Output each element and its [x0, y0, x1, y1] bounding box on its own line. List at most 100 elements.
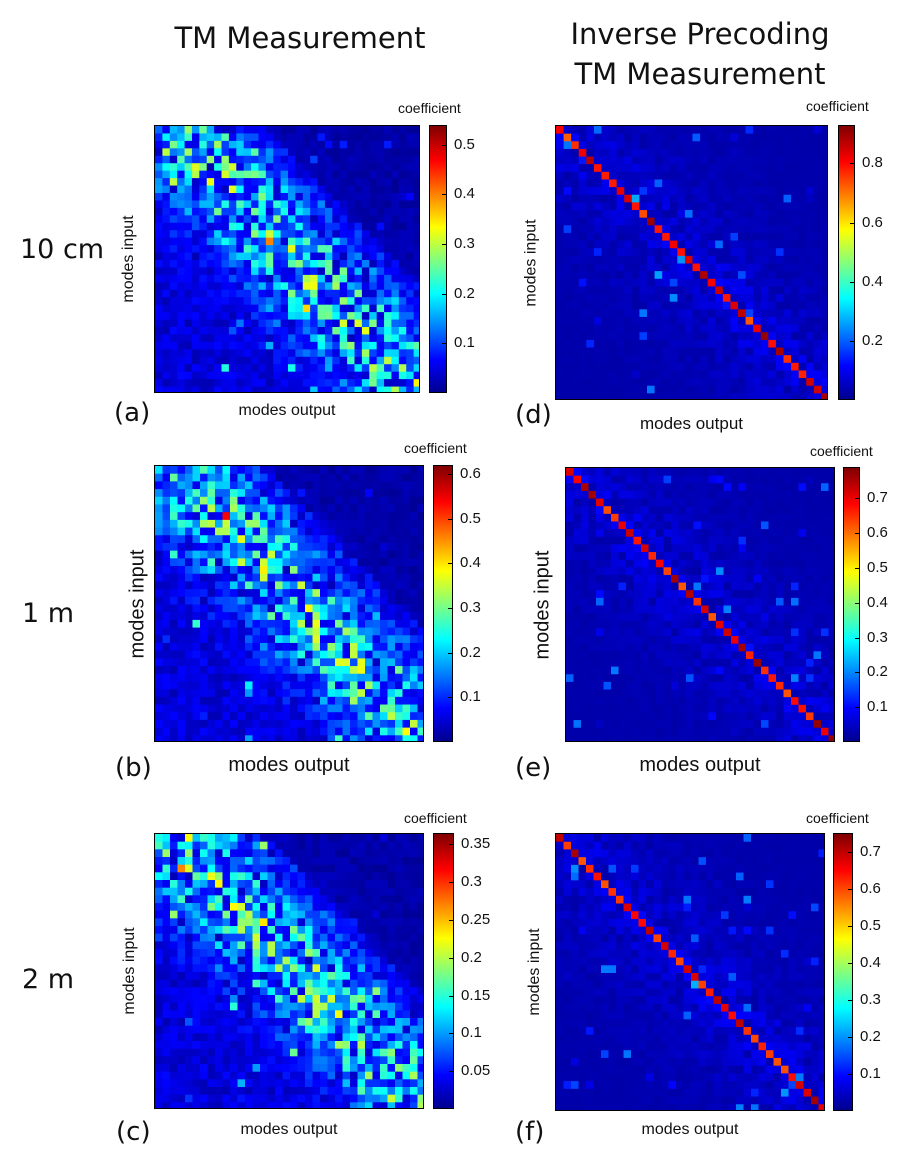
heatmap-cell: [715, 240, 724, 249]
heatmap-cell: [324, 274, 333, 283]
heatmap-cell: [410, 496, 419, 506]
heatmap-cell: [237, 573, 246, 583]
heatmap-cell: [369, 140, 378, 149]
heatmap-cell: [185, 727, 194, 736]
heatmap-cell: [578, 248, 587, 257]
heatmap-cell: [821, 324, 827, 333]
heatmap-cell: [297, 635, 306, 644]
heatmap-cell: [731, 544, 740, 553]
heatmap-cell: [573, 590, 582, 599]
heatmap-cell: [169, 148, 178, 157]
heatmap-cell: [678, 605, 687, 614]
heatmap-cell: [185, 481, 194, 490]
heatmap-cell: [791, 567, 800, 576]
heatmap-cell: [162, 704, 171, 713]
heatmap-cell: [761, 483, 770, 492]
heatmap-cell: [791, 194, 800, 203]
heatmap-cell: [624, 225, 633, 234]
heatmap-cell: [275, 658, 284, 667]
heatmap-cell: [406, 334, 415, 343]
heatmap-cell: [586, 255, 595, 265]
heatmap-cell: [222, 719, 231, 729]
heatmap-cell: [191, 364, 200, 373]
heatmap-cell: [361, 170, 370, 179]
heatmap-cell: [221, 215, 230, 224]
heatmap-cell: [206, 230, 215, 239]
heatmap-cell: [357, 681, 366, 690]
heatmap-cell: [791, 339, 800, 349]
heatmap-cell: [656, 552, 665, 561]
heatmap-cell: [357, 719, 366, 729]
heatmap-cell: [199, 274, 208, 283]
heatmap-cell: [616, 164, 625, 173]
heatmap-cell: [155, 304, 163, 313]
heatmap-cell: [413, 364, 419, 373]
heatmap-cell: [324, 356, 333, 365]
heatmap-cell: [609, 217, 618, 226]
heatmap-cell: [768, 643, 777, 652]
heatmap-cell: [320, 673, 329, 683]
heatmap-cell: [593, 339, 603, 349]
heatmap-cell: [191, 155, 200, 164]
heatmap-cell: [813, 628, 822, 637]
heatmap-cell: [556, 301, 565, 310]
heatmap-cell: [791, 248, 800, 257]
heatmap-cell: [656, 582, 665, 591]
heatmap-cell: [616, 339, 625, 349]
heatmap-cell: [693, 658, 702, 668]
heatmap-cell: [324, 327, 333, 336]
heatmap-cell: [603, 605, 612, 614]
heatmap-cell: [813, 636, 822, 645]
heatmap-cell: [768, 164, 777, 173]
heatmap-cell: [821, 362, 827, 372]
heatmap-cell: [215, 727, 224, 736]
heatmap-cell: [258, 185, 267, 194]
heatmap-cell: [350, 696, 359, 706]
heatmap-cell: [288, 148, 296, 157]
heatmap-cell: [700, 255, 709, 265]
heatmap-cell: [365, 589, 374, 598]
heatmap-cell: [730, 385, 739, 394]
heatmap-cell: [265, 222, 274, 231]
heatmap-cell: [169, 140, 178, 149]
heatmap-cell: [177, 635, 186, 644]
heatmap-cell: [267, 535, 276, 544]
heatmap-cell: [813, 240, 823, 249]
heatmap-cell: [571, 232, 580, 242]
heatmap-cell: [280, 349, 289, 358]
heatmap-cell: [391, 334, 400, 343]
heatmap-cell: [684, 278, 694, 288]
heatmap-cell: [775, 324, 785, 333]
heatmap-cell: [821, 309, 827, 318]
heatmap-cell: [357, 550, 366, 559]
heatmap-cell: [199, 267, 208, 276]
heatmap-cell: [185, 704, 194, 713]
heatmap-cell: [369, 282, 378, 291]
heatmap-cell: [593, 202, 603, 211]
heatmap-cell: [798, 468, 807, 477]
heatmap-cell: [305, 612, 314, 621]
heatmap-cell: [723, 536, 732, 545]
heatmap-cell: [317, 289, 326, 298]
heatmap-cell: [170, 727, 179, 736]
heatmap-cell: [162, 473, 171, 482]
heatmap-cell: [177, 148, 186, 157]
heatmap-cell: [626, 521, 635, 530]
heatmap-cell: [169, 178, 178, 187]
heatmap-cell: [290, 619, 299, 629]
heatmap-cell: [243, 319, 252, 328]
heatmap-cell: [207, 489, 216, 498]
heatmap-cell: [783, 263, 792, 272]
heatmap-cell: [684, 255, 694, 265]
heatmap-cell: [701, 475, 710, 484]
heatmap-cell: [654, 378, 663, 387]
heatmap-cell: [746, 674, 755, 683]
heatmap-cell: [184, 334, 193, 343]
heatmap-cell: [191, 312, 200, 321]
heatmap-cell: [398, 327, 407, 336]
heatmap-cell: [410, 581, 419, 590]
heatmap-cell: [700, 164, 709, 173]
heatmap-cell: [335, 550, 344, 559]
heatmap-cell: [716, 590, 725, 599]
heatmap-cell: [573, 681, 582, 691]
